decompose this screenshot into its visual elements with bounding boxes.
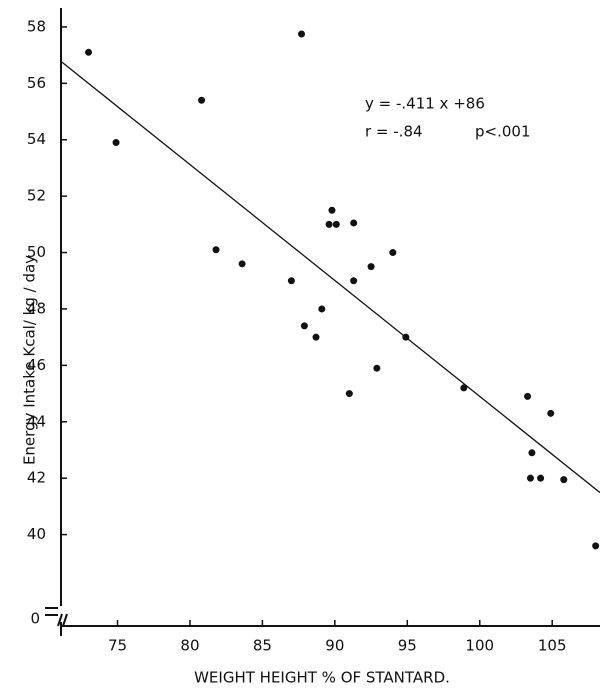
point bbox=[547, 409, 555, 417]
y-tick-label: 44 bbox=[27, 412, 46, 430]
x-tick-label: 105 bbox=[538, 637, 567, 655]
point bbox=[332, 220, 340, 228]
axis-break bbox=[45, 607, 68, 627]
point bbox=[389, 249, 397, 257]
x-tick-label: 80 bbox=[180, 637, 199, 655]
p-value: p<.001 bbox=[475, 123, 531, 141]
point bbox=[350, 219, 358, 227]
y-tick-label: 42 bbox=[27, 469, 46, 487]
point bbox=[238, 260, 246, 268]
point bbox=[287, 277, 295, 285]
point bbox=[85, 48, 93, 56]
point bbox=[300, 322, 308, 330]
y-tick-label: 54 bbox=[27, 130, 46, 148]
y-tick-label: 50 bbox=[27, 243, 46, 261]
point bbox=[212, 246, 220, 254]
y-axis-label: Energy Intake Kcal/ kg / day bbox=[21, 255, 39, 465]
point bbox=[312, 333, 320, 341]
x-axis-label: WEIGHT HEIGHT % OF STANTARD. bbox=[194, 669, 450, 687]
point bbox=[528, 449, 536, 457]
y-break-label: 0 bbox=[30, 610, 40, 628]
x-tick-label: 100 bbox=[465, 637, 494, 655]
point bbox=[198, 96, 206, 104]
x-tick-label: 95 bbox=[398, 637, 417, 655]
equation: y = -.411 x +86 bbox=[365, 95, 485, 113]
y-tick-label: 58 bbox=[27, 17, 46, 35]
y-tick-label: 46 bbox=[27, 356, 46, 374]
point bbox=[328, 206, 336, 214]
point bbox=[592, 542, 600, 550]
point bbox=[402, 333, 410, 341]
point bbox=[537, 474, 545, 482]
point bbox=[350, 277, 358, 285]
point bbox=[345, 390, 353, 398]
point bbox=[325, 220, 333, 228]
y-tick-label: 48 bbox=[27, 299, 46, 317]
point bbox=[318, 305, 326, 313]
y-tick-label: 40 bbox=[27, 525, 46, 543]
x-tick-label: 75 bbox=[108, 637, 127, 655]
x-tick-label: 90 bbox=[325, 637, 344, 655]
y-tick-label: 52 bbox=[27, 187, 46, 205]
point bbox=[373, 364, 381, 372]
point bbox=[112, 139, 120, 147]
point bbox=[367, 263, 375, 271]
y-tick-label: 56 bbox=[27, 74, 46, 92]
point bbox=[524, 392, 532, 400]
x-tick-label: 85 bbox=[253, 637, 272, 655]
point bbox=[298, 30, 306, 38]
point bbox=[460, 384, 468, 392]
point bbox=[526, 474, 534, 482]
point bbox=[560, 476, 568, 484]
trend-line bbox=[60, 60, 600, 494]
correlation: r = -.84 bbox=[365, 123, 423, 141]
